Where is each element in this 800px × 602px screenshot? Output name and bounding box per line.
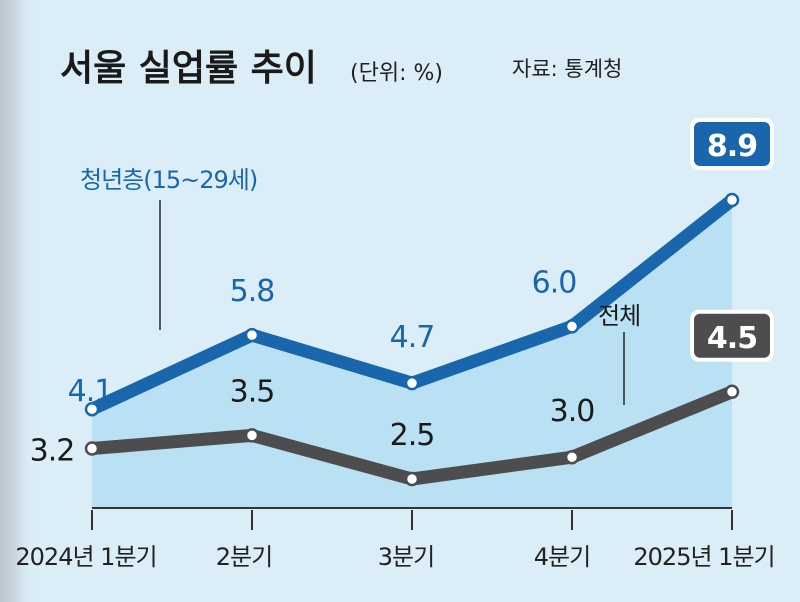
- photo-background-fade: [0, 0, 180, 602]
- x-tick-label: 2025년 1분기: [633, 543, 774, 571]
- unit-label: (단위: %): [350, 61, 443, 86]
- x-tick-label: 2분기: [216, 543, 272, 571]
- x-axis: 2024년 1분기 2분기 3분기 4분기 2025년 1분기: [15, 507, 776, 571]
- youth-data-point: [84, 401, 100, 417]
- x-tick-label: 2024년 1분기: [15, 543, 156, 571]
- youth-data-point: [564, 319, 580, 334]
- total-data-point: [244, 428, 260, 443]
- youth-value-label: 8.9: [707, 129, 757, 164]
- total-data-point: [724, 384, 740, 400]
- youth-value-label: 6.0: [532, 265, 577, 300]
- x-tick-label: 3분기: [378, 543, 434, 571]
- youth-value-label: 4.7: [390, 320, 435, 355]
- total-value-label: 3.5: [230, 374, 275, 409]
- series-name-total: 전체: [598, 302, 640, 330]
- total-latest-badge: [694, 313, 770, 358]
- total-value-label: 3.0: [550, 394, 595, 429]
- youth-data-point: [244, 327, 260, 343]
- youth-value-label: 5.8: [230, 274, 275, 309]
- total-data-point: [404, 471, 420, 487]
- source-label: 자료: 통계청: [512, 57, 622, 81]
- total-data-point: [564, 449, 580, 465]
- youth-data-point: [724, 192, 740, 208]
- total-value-label: 2.5: [390, 418, 435, 453]
- total-value-label: 3.2: [30, 433, 75, 468]
- series-name-youth: 청년층(15~29세): [80, 166, 257, 194]
- youth-latest-badge: [694, 121, 770, 166]
- x-tick-label: 4분기: [534, 543, 590, 571]
- total-value-label: 4.5: [707, 321, 757, 356]
- total-data-point: [84, 441, 100, 456]
- chart-title: 서울 실업률 추이: [60, 48, 317, 89]
- youth-value-label: 4.1: [68, 374, 113, 409]
- youth-data-point: [404, 375, 420, 391]
